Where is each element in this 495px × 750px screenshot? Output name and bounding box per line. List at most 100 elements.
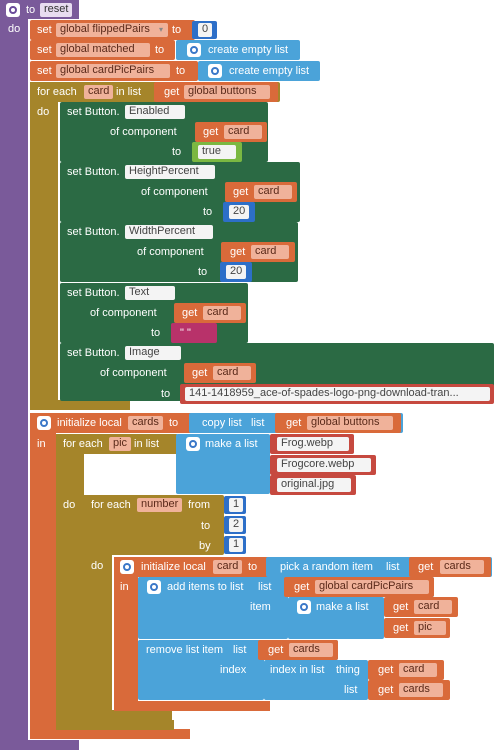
foreach-card-block[interactable] bbox=[30, 82, 58, 408]
to-label: to bbox=[203, 206, 213, 218]
var-cardpicpairs[interactable]: global cardPicPairs bbox=[56, 64, 170, 78]
to-label: to bbox=[248, 561, 258, 573]
thing-label: thing bbox=[336, 664, 360, 676]
get-label: get bbox=[378, 664, 394, 676]
number-value[interactable]: 0 bbox=[198, 23, 213, 37]
get-label: get bbox=[418, 561, 434, 573]
asset-frogcore-webp[interactable]: Frogcore.webp bbox=[277, 458, 371, 472]
list-label: list bbox=[344, 684, 358, 696]
var-cards[interactable]: cards bbox=[289, 643, 333, 657]
in-label: in bbox=[37, 438, 46, 450]
prop-text[interactable]: Text bbox=[125, 286, 175, 300]
number-value[interactable]: 20 bbox=[226, 265, 247, 279]
get-label: get bbox=[268, 644, 284, 656]
get-label: get bbox=[192, 367, 208, 379]
var-card[interactable]: card bbox=[224, 125, 262, 139]
loop-var-card[interactable]: card bbox=[84, 85, 114, 99]
prop-enabled[interactable]: Enabled bbox=[125, 105, 185, 119]
foreach-number-footer bbox=[84, 710, 172, 720]
prop-widthpercent[interactable]: WidthPercent bbox=[125, 225, 213, 239]
in-list-label: in list bbox=[116, 86, 142, 98]
create-empty-list-block[interactable] bbox=[176, 40, 300, 60]
get-label: get bbox=[203, 126, 219, 138]
index-in-list-block[interactable] bbox=[264, 660, 368, 700]
list-label: list bbox=[251, 417, 265, 429]
of-component-label: of component bbox=[110, 126, 177, 138]
asset-original-jpg[interactable]: original.jpg bbox=[277, 478, 351, 492]
gear-icon[interactable] bbox=[297, 600, 311, 614]
of-component-label: of component bbox=[100, 367, 167, 379]
asset-frog-webp[interactable]: Frog.webp bbox=[277, 437, 349, 451]
gear-icon[interactable] bbox=[37, 416, 51, 430]
to-label: to bbox=[176, 65, 186, 77]
local-var-card[interactable]: card bbox=[213, 560, 243, 574]
to-label: to bbox=[172, 24, 182, 36]
index-in-list-label: index in list bbox=[270, 664, 325, 676]
make-a-list-label: make a list bbox=[205, 438, 258, 450]
number-by[interactable]: 1 bbox=[229, 538, 244, 552]
init-local-cards-block[interactable] bbox=[30, 413, 56, 735]
get-label: get bbox=[378, 684, 394, 696]
var-card[interactable]: card bbox=[251, 245, 289, 259]
prop-heightpercent[interactable]: HeightPercent bbox=[125, 165, 215, 179]
var-cards[interactable]: cards bbox=[440, 560, 484, 574]
loop-var-number[interactable]: number bbox=[137, 498, 183, 512]
to-label: to bbox=[155, 44, 165, 56]
var-card[interactable]: card bbox=[213, 366, 251, 380]
boolean-true[interactable]: true bbox=[198, 145, 236, 159]
image-asset-value[interactable]: 141-1418959_ace-of-spades-logo-png-downl… bbox=[185, 387, 490, 401]
text-string-block[interactable] bbox=[171, 323, 217, 343]
loop-var-pic[interactable]: pic bbox=[109, 437, 132, 451]
var-global-buttons[interactable]: global buttons bbox=[307, 416, 393, 430]
number-from[interactable]: 1 bbox=[229, 498, 244, 512]
var-card[interactable]: card bbox=[399, 663, 437, 677]
to-label: to bbox=[169, 417, 179, 429]
init-local-label: initialize local bbox=[57, 417, 122, 429]
var-matched[interactable]: global matched bbox=[56, 43, 150, 57]
list-label: list bbox=[233, 644, 247, 656]
get-label: get bbox=[286, 417, 302, 429]
procedure-name[interactable]: reset bbox=[40, 3, 73, 17]
get-label: get bbox=[230, 246, 246, 258]
from-label: from bbox=[188, 499, 210, 511]
to-label: to bbox=[201, 520, 211, 532]
var-card[interactable]: card bbox=[254, 185, 292, 199]
pick-random-label: pick a random item bbox=[280, 561, 373, 573]
var-flippedpairs[interactable]: global flippedPairs bbox=[56, 23, 168, 37]
foreach-pic-footer bbox=[56, 720, 174, 730]
number-to[interactable]: 2 bbox=[229, 518, 244, 532]
item-label: item bbox=[250, 601, 271, 613]
var-cards[interactable]: cards bbox=[399, 683, 443, 697]
in-label: in bbox=[120, 581, 129, 593]
var-global-cardpicpairs[interactable]: global cardPicPairs bbox=[315, 580, 429, 594]
local-var-cards[interactable]: cards bbox=[128, 416, 163, 430]
gear-icon[interactable] bbox=[208, 64, 222, 78]
foreach-pic-block[interactable] bbox=[56, 434, 84, 730]
to-label: to bbox=[151, 327, 161, 339]
of-component-label: of component bbox=[90, 307, 157, 319]
set-button-label: set Button. bbox=[67, 287, 120, 299]
var-global-buttons[interactable]: global buttons bbox=[184, 85, 270, 99]
get-label: get bbox=[164, 86, 180, 98]
prop-image[interactable]: Image bbox=[125, 346, 181, 360]
number-value[interactable]: 20 bbox=[229, 205, 250, 219]
procedure-do-label: do bbox=[8, 23, 21, 35]
to-label: to bbox=[161, 388, 171, 400]
init-local-card-block[interactable] bbox=[114, 557, 138, 711]
gear-icon[interactable] bbox=[120, 560, 134, 574]
set-button-label: set Button. bbox=[67, 106, 120, 118]
text-string-value[interactable]: " " bbox=[180, 327, 191, 339]
add-items-label: add items to list bbox=[167, 581, 244, 593]
var-card[interactable]: card bbox=[203, 306, 241, 320]
create-empty-list-block[interactable] bbox=[198, 61, 320, 81]
var-card[interactable]: card bbox=[414, 600, 452, 614]
gear-icon[interactable] bbox=[147, 580, 161, 594]
procedure-gear-icon[interactable] bbox=[6, 3, 20, 17]
in-list-label: in list bbox=[134, 438, 160, 450]
foreach-card-footer bbox=[30, 400, 130, 410]
var-pic[interactable]: pic bbox=[414, 621, 446, 635]
gear-icon[interactable] bbox=[186, 437, 200, 451]
set-button-label: set Button. bbox=[67, 226, 120, 238]
gear-icon[interactable] bbox=[187, 43, 201, 57]
set-label: set bbox=[37, 44, 52, 56]
